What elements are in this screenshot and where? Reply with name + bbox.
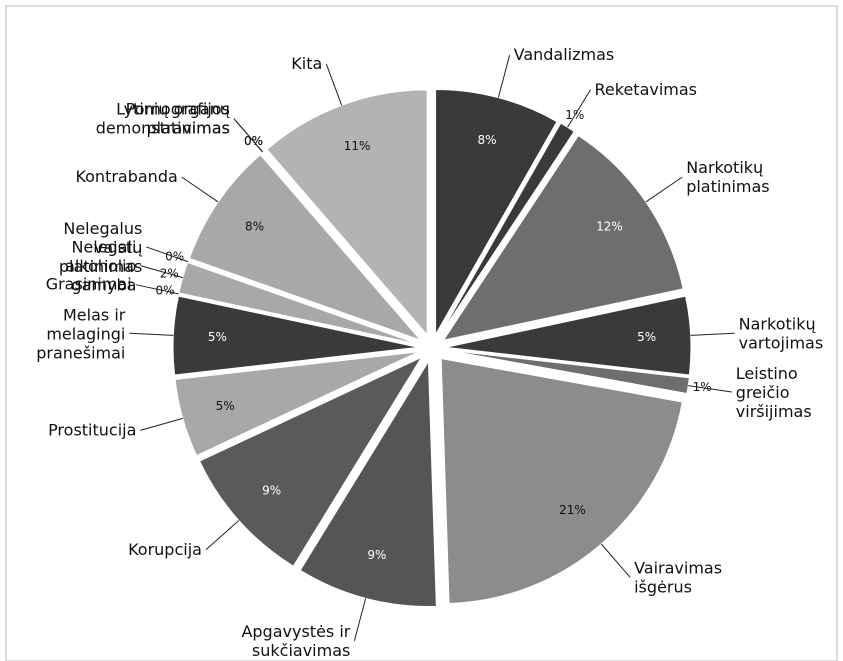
pie-slice <box>435 88 558 337</box>
category-label: Leistino greičio viršijimas <box>736 364 812 421</box>
value-label: 5% <box>216 399 235 413</box>
pie-slice <box>174 351 419 457</box>
leader-line <box>325 63 343 106</box>
pie-slice <box>438 122 575 337</box>
value-label: 9% <box>262 484 281 498</box>
value-label: 9% <box>367 548 386 562</box>
pie-slice <box>299 359 437 607</box>
category-label: Reketavimas <box>595 79 698 98</box>
category-label: Grasinimai <box>46 274 132 293</box>
value-label: 5% <box>637 330 656 344</box>
pie-slice <box>198 356 423 567</box>
pie-slice <box>178 261 419 345</box>
leader-line <box>690 332 735 336</box>
category-label: Vairavimas išgėrus <box>634 558 722 596</box>
leader-line <box>688 385 732 393</box>
pie-slice <box>445 295 692 376</box>
leader-line <box>140 417 183 431</box>
category-label: Korupcija <box>128 539 202 558</box>
leader-line <box>181 176 219 203</box>
value-label: 12% <box>596 219 623 233</box>
category-label: Melas ir melagingi pranešimai <box>36 305 126 362</box>
leader-line <box>140 265 183 279</box>
pie-slice <box>172 295 419 376</box>
pie-slice <box>178 293 419 346</box>
category-label: Lytinių organų demonstravimas <box>96 99 230 137</box>
value-label: 5% <box>208 330 227 344</box>
category-label: Narkotikų platinimas <box>686 158 769 196</box>
value-label: 8% <box>245 219 264 233</box>
category-label: Vandalizmas <box>514 45 615 64</box>
leader-line <box>205 520 240 551</box>
category-label: Kita <box>291 54 322 73</box>
leader-line <box>146 246 188 263</box>
leader-line <box>233 118 264 153</box>
category-label: Nelegalus vaistų platinimas <box>59 218 142 275</box>
value-label: 8% <box>478 133 497 147</box>
category-label: Pornografijos platinimas <box>126 99 230 137</box>
category-label: Narkotikų vartojimas <box>739 314 824 352</box>
leader-line <box>353 598 367 642</box>
category-label: Apgavystės ir sukčiavimas <box>241 621 350 659</box>
category-label: Kontrabanda <box>75 167 177 186</box>
leader-line <box>129 332 174 336</box>
leader-line <box>135 284 179 295</box>
category-label: Prostitucija <box>48 420 136 439</box>
pie-slice <box>188 154 423 342</box>
leader-line <box>645 176 683 203</box>
leader-line <box>600 543 631 578</box>
pie-slice <box>187 261 419 344</box>
pie-slice <box>442 134 684 341</box>
leader-line <box>497 54 511 98</box>
value-label: 11% <box>344 139 371 153</box>
leader-line <box>567 89 591 128</box>
category-label: Nelegali alkoholio gamyba <box>65 237 136 294</box>
value-label: 21% <box>559 503 586 517</box>
